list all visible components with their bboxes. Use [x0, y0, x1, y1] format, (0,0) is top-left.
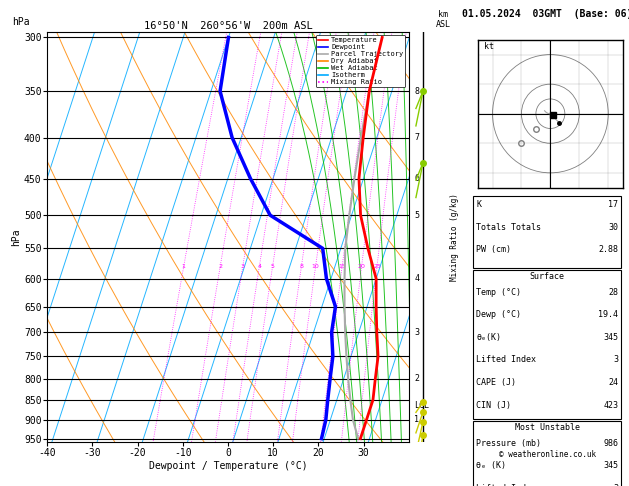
- Text: 2.88: 2.88: [598, 245, 618, 254]
- Text: km
ASL: km ASL: [436, 10, 451, 29]
- Text: Totals Totals: Totals Totals: [476, 223, 542, 231]
- Text: 17: 17: [608, 200, 618, 209]
- Legend: Temperature, Dewpoint, Parcel Trajectory, Dry Adiabat, Wet Adiabat, Isotherm, Mi: Temperature, Dewpoint, Parcel Trajectory…: [316, 35, 405, 87]
- Text: 4: 4: [257, 264, 262, 269]
- Text: Lifted Index: Lifted Index: [476, 484, 537, 486]
- Y-axis label: hPa: hPa: [11, 228, 21, 246]
- Text: K: K: [476, 200, 481, 209]
- Text: 10: 10: [312, 264, 320, 269]
- Bar: [473, 421, 621, 486]
- Text: 19.4: 19.4: [598, 310, 618, 319]
- Text: CAPE (J): CAPE (J): [476, 378, 516, 387]
- Text: θₑ(K): θₑ(K): [476, 333, 501, 342]
- Text: PW (cm): PW (cm): [476, 245, 511, 254]
- Text: 3: 3: [613, 355, 618, 364]
- Text: 1: 1: [182, 264, 186, 269]
- Bar: [473, 196, 621, 268]
- Text: 8: 8: [299, 264, 303, 269]
- Text: hPa: hPa: [13, 17, 30, 27]
- Text: 20: 20: [358, 264, 365, 269]
- Text: Surface: Surface: [530, 272, 565, 281]
- Text: Lifted Index: Lifted Index: [476, 355, 537, 364]
- Text: kt: kt: [484, 42, 494, 51]
- Text: 25: 25: [373, 264, 381, 269]
- Text: 7: 7: [415, 133, 420, 142]
- Text: © weatheronline.co.uk: © weatheronline.co.uk: [499, 450, 596, 459]
- Text: 2: 2: [218, 264, 222, 269]
- Text: 3: 3: [415, 328, 420, 337]
- Text: 5: 5: [270, 264, 274, 269]
- Text: 6: 6: [415, 174, 420, 183]
- Text: 986: 986: [603, 439, 618, 448]
- Text: 15: 15: [338, 264, 346, 269]
- Text: θₑ (K): θₑ (K): [476, 461, 506, 470]
- Text: Most Unstable: Most Unstable: [515, 423, 580, 432]
- Text: 8: 8: [415, 87, 420, 96]
- Text: 30: 30: [608, 223, 618, 231]
- Text: 3: 3: [241, 264, 245, 269]
- Text: CIN (J): CIN (J): [476, 400, 511, 410]
- Text: 5: 5: [415, 211, 420, 220]
- Title: 16°50'N  260°56'W  200m ASL: 16°50'N 260°56'W 200m ASL: [143, 21, 313, 31]
- Text: 345: 345: [603, 461, 618, 470]
- Text: Pressure (mb): Pressure (mb): [476, 439, 542, 448]
- Text: 2: 2: [415, 374, 420, 383]
- Bar: [473, 270, 621, 419]
- Text: Mixing Ratio (g/kg): Mixing Ratio (g/kg): [450, 193, 459, 281]
- Text: 24: 24: [608, 378, 618, 387]
- Text: Temp (°C): Temp (°C): [476, 288, 521, 296]
- Text: LCL: LCL: [415, 401, 430, 411]
- Text: 3: 3: [613, 484, 618, 486]
- Text: 1: 1: [415, 416, 420, 424]
- Text: 423: 423: [603, 400, 618, 410]
- X-axis label: Dewpoint / Temperature (°C): Dewpoint / Temperature (°C): [148, 461, 308, 470]
- Text: 345: 345: [603, 333, 618, 342]
- Text: 28: 28: [608, 288, 618, 296]
- Text: 01.05.2024  03GMT  (Base: 06): 01.05.2024 03GMT (Base: 06): [462, 9, 629, 19]
- Text: Dewp (°C): Dewp (°C): [476, 310, 521, 319]
- Text: 4: 4: [415, 274, 420, 283]
